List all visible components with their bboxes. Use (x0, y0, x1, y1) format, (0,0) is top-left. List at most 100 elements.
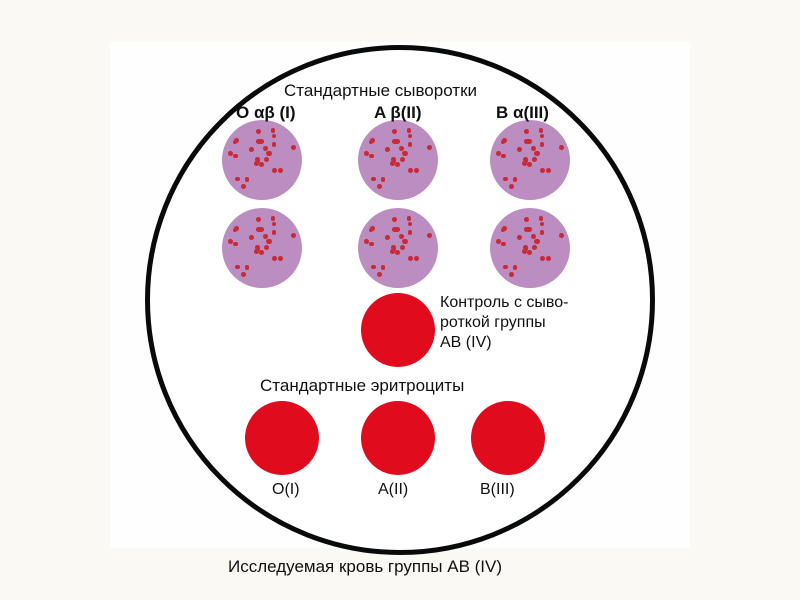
agglutination-dot (503, 265, 508, 270)
agglutination-dot (408, 134, 413, 139)
agglutination-dot (535, 151, 540, 156)
agglutination-dot (267, 239, 272, 244)
agglutination-dot (272, 142, 277, 147)
agglutination-dot (233, 154, 238, 159)
agglutination-dot (408, 168, 413, 173)
agglutination-dot (527, 162, 532, 167)
agglutination-dot (531, 146, 536, 151)
agglutination-dot (540, 230, 545, 235)
agglutination-dot (408, 256, 413, 261)
agglutination-dot (526, 227, 531, 232)
agglutination-dot (513, 177, 518, 182)
agglutination-dot (395, 250, 400, 255)
agglutination-dot (540, 142, 545, 147)
label-erythrocyte-title: Стандартные эритроциты (260, 375, 464, 396)
agglutination-dot (377, 272, 382, 277)
agglutination-dot (381, 177, 386, 182)
agglutination-dot (526, 139, 531, 144)
agglutination-dot (272, 256, 277, 261)
agglutination-dot (527, 250, 532, 255)
agglutination-dot (245, 177, 250, 182)
agglutination-dot (427, 233, 432, 238)
agglutination-dot (414, 168, 419, 173)
agglutination-dot (502, 138, 507, 143)
agglutination-dot (233, 242, 238, 247)
control-spot-AB (361, 293, 435, 367)
agglutination-dot (399, 234, 404, 239)
agglutination-dot (539, 216, 544, 221)
agglutination-dot (531, 234, 536, 239)
agglutination-dot (400, 245, 405, 250)
agglutination-dot (245, 265, 250, 270)
agglutination-dot (370, 138, 375, 143)
agglutination-dot (517, 235, 522, 240)
agglutination-dot (272, 230, 277, 235)
serum-spot-O-row2 (222, 208, 302, 288)
agglutination-dot (259, 250, 264, 255)
agglutination-dot (394, 227, 399, 232)
agglutination-dot (395, 162, 400, 167)
label-erythrocyte-A: A(II) (378, 480, 408, 500)
serum-spot-B-row1 (490, 120, 570, 200)
agglutination-dot (278, 256, 283, 261)
agglutination-dot (400, 157, 405, 162)
agglutination-dot (408, 222, 413, 227)
agglutination-dot (501, 154, 506, 159)
agglutination-dot (399, 146, 404, 151)
label-erythrocyte-B: B(III) (480, 480, 515, 500)
agglutination-dot (272, 222, 277, 227)
agglutination-dot (234, 138, 239, 143)
erythrocyte-spot-B (471, 401, 545, 475)
agglutination-dot (403, 239, 408, 244)
agglutination-dot (271, 216, 276, 221)
agglutination-dot (256, 217, 261, 222)
agglutination-dot (394, 139, 399, 144)
agglutination-dot (501, 242, 506, 247)
agglutination-dot (241, 272, 246, 277)
label-erythrocyte-O: O(I) (272, 480, 300, 500)
erythrocyte-spot-A (361, 401, 435, 475)
agglutination-dot (524, 217, 529, 222)
agglutination-dot (517, 147, 522, 152)
agglutination-dot (540, 256, 545, 261)
agglutination-dot (385, 147, 390, 152)
serum-spot-B-row2 (490, 208, 570, 288)
label-column-A: A β(II) (374, 102, 422, 123)
label-control: Контроль с сыво- роткой группы AB (IV) (440, 293, 568, 353)
agglutination-dot (535, 239, 540, 244)
agglutination-dot (369, 242, 374, 247)
agglutination-dot (264, 157, 269, 162)
agglutination-dot (546, 256, 551, 261)
agglutination-dot (371, 265, 376, 270)
serum-spot-O-row1 (222, 120, 302, 200)
agglutination-dot (291, 145, 296, 150)
agglutination-dot (272, 168, 277, 173)
page-root: Стандартные сыворотки O αβ (I) A β(II) B… (0, 0, 800, 600)
agglutination-dot (524, 129, 529, 134)
serum-spot-A-row2 (358, 208, 438, 288)
agglutination-dot (249, 147, 254, 152)
agglutination-dot (258, 139, 263, 144)
agglutination-dot (408, 142, 413, 147)
label-column-B: B α(III) (496, 102, 549, 123)
agglutination-dot (364, 151, 369, 156)
agglutination-dot (546, 168, 551, 173)
agglutination-dot (272, 134, 277, 139)
agglutination-dot (532, 245, 537, 250)
agglutination-dot (509, 184, 514, 189)
agglutination-dot (228, 239, 233, 244)
agglutination-dot (559, 145, 564, 150)
agglutination-dot (271, 128, 276, 133)
agglutination-dot (264, 245, 269, 250)
agglutination-dot (381, 265, 386, 270)
agglutination-dot (496, 239, 501, 244)
agglutination-dot (364, 239, 369, 244)
agglutination-dot (427, 145, 432, 150)
agglutination-dot (228, 151, 233, 156)
agglutination-dot (263, 146, 268, 151)
agglutination-dot (502, 226, 507, 231)
agglutination-dot (503, 177, 508, 182)
agglutination-dot (377, 184, 382, 189)
agglutination-dot (369, 154, 374, 159)
agglutination-dot (392, 217, 397, 222)
